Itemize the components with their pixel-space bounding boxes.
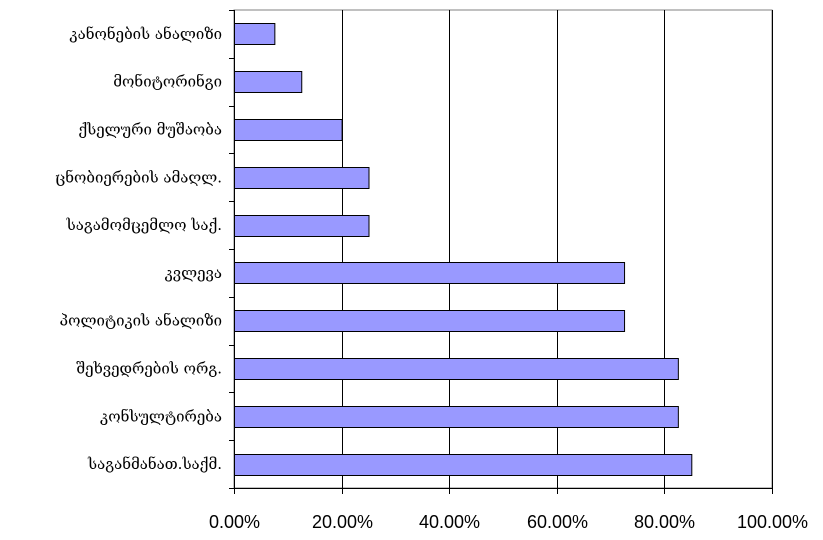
category-label: საგამომცემლო საქ. — [66, 216, 222, 234]
bar — [234, 215, 370, 237]
bar — [234, 23, 276, 45]
bar — [234, 167, 370, 189]
category-label: საგანმანათ.საქმ. — [87, 455, 222, 473]
category-label: ცნობიერების ამაღლ. — [55, 168, 222, 186]
category-labels: კანონების ანალიზი მონიტორინგი ქსელური მუშა… — [55, 25, 222, 473]
bar — [234, 119, 343, 141]
bar — [234, 262, 626, 284]
category-label: შეხვედრების ორგ. — [76, 360, 222, 378]
category-label: მონიტორინგი — [113, 73, 222, 91]
bar — [234, 310, 626, 332]
x-tick-label: 20.00% — [312, 512, 373, 532]
category-label: ქსელური მუშაობა — [78, 121, 222, 139]
bars — [234, 23, 693, 476]
x-tick-label: 80.00% — [634, 512, 695, 532]
bar — [234, 406, 679, 428]
x-tick-label: 100.00% — [737, 512, 808, 532]
category-label: პოლიტიკის ანალიზი — [60, 312, 222, 330]
bar — [234, 358, 679, 380]
bar — [234, 454, 693, 476]
category-label: კვლევა — [165, 264, 222, 282]
category-label: კონსულტირება — [100, 407, 222, 425]
x-tick-labels: 0.00% 20.00% 40.00% 60.00% 80.00% 100.00% — [209, 512, 808, 532]
axes — [229, 10, 773, 494]
x-tick-label: 60.00% — [527, 512, 588, 532]
category-label: კანონების ანალიზი — [69, 25, 222, 43]
x-tick-label: 0.00% — [209, 512, 260, 532]
x-tick-label: 40.00% — [419, 512, 480, 532]
bar — [234, 71, 303, 93]
